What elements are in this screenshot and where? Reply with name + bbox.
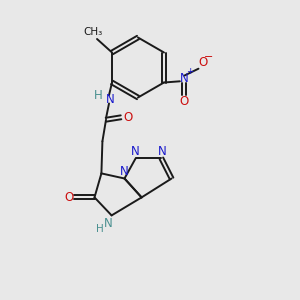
Text: O: O xyxy=(64,191,74,204)
Text: O: O xyxy=(123,111,132,124)
Text: CH₃: CH₃ xyxy=(84,27,103,38)
Text: −: − xyxy=(204,52,214,62)
Text: O: O xyxy=(180,95,189,108)
Text: N: N xyxy=(180,71,189,85)
Text: H: H xyxy=(96,224,104,234)
Text: H: H xyxy=(94,89,102,102)
Text: N: N xyxy=(158,145,166,158)
Text: N: N xyxy=(106,93,114,106)
Text: N: N xyxy=(119,165,128,178)
Text: N: N xyxy=(130,145,140,158)
Text: N: N xyxy=(103,217,112,230)
Text: O: O xyxy=(198,56,208,69)
Text: +: + xyxy=(186,67,194,76)
